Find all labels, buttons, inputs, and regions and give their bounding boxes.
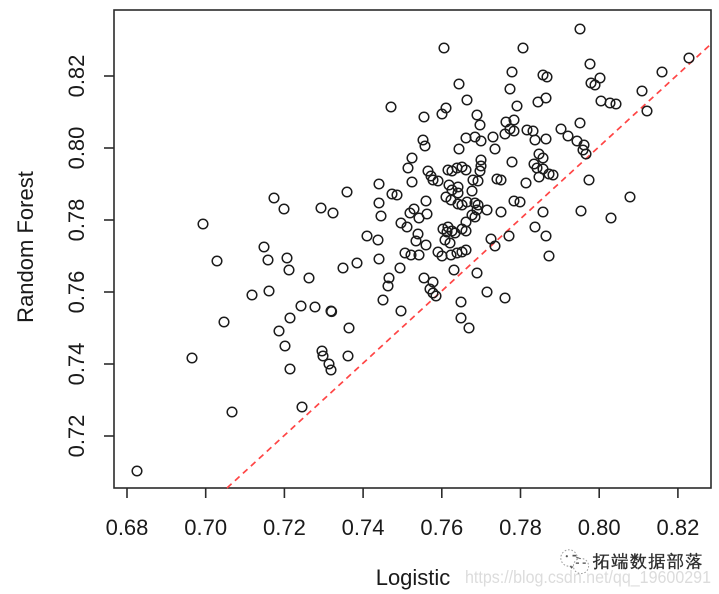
svg-text:0.80: 0.80: [578, 515, 621, 540]
svg-text:0.80: 0.80: [64, 127, 89, 170]
svg-text:0.72: 0.72: [263, 515, 306, 540]
svg-text:0.70: 0.70: [184, 515, 227, 540]
svg-text:0.74: 0.74: [342, 515, 385, 540]
svg-text:0.78: 0.78: [499, 515, 542, 540]
svg-text:0.78: 0.78: [64, 199, 89, 242]
svg-text:Logistic: Logistic: [376, 565, 451, 590]
svg-text:https://blog.csdn.net/qq_19600: https://blog.csdn.net/qq_19600291: [465, 567, 711, 588]
svg-text:0.72: 0.72: [64, 415, 89, 458]
svg-text:0.68: 0.68: [106, 515, 149, 540]
svg-text:Random Forest: Random Forest: [13, 171, 38, 323]
svg-text:0.76: 0.76: [64, 271, 89, 314]
svg-text:0.74: 0.74: [64, 343, 89, 386]
svg-text:0.76: 0.76: [420, 515, 463, 540]
svg-text:0.82: 0.82: [656, 515, 699, 540]
svg-text:0.82: 0.82: [64, 55, 89, 98]
